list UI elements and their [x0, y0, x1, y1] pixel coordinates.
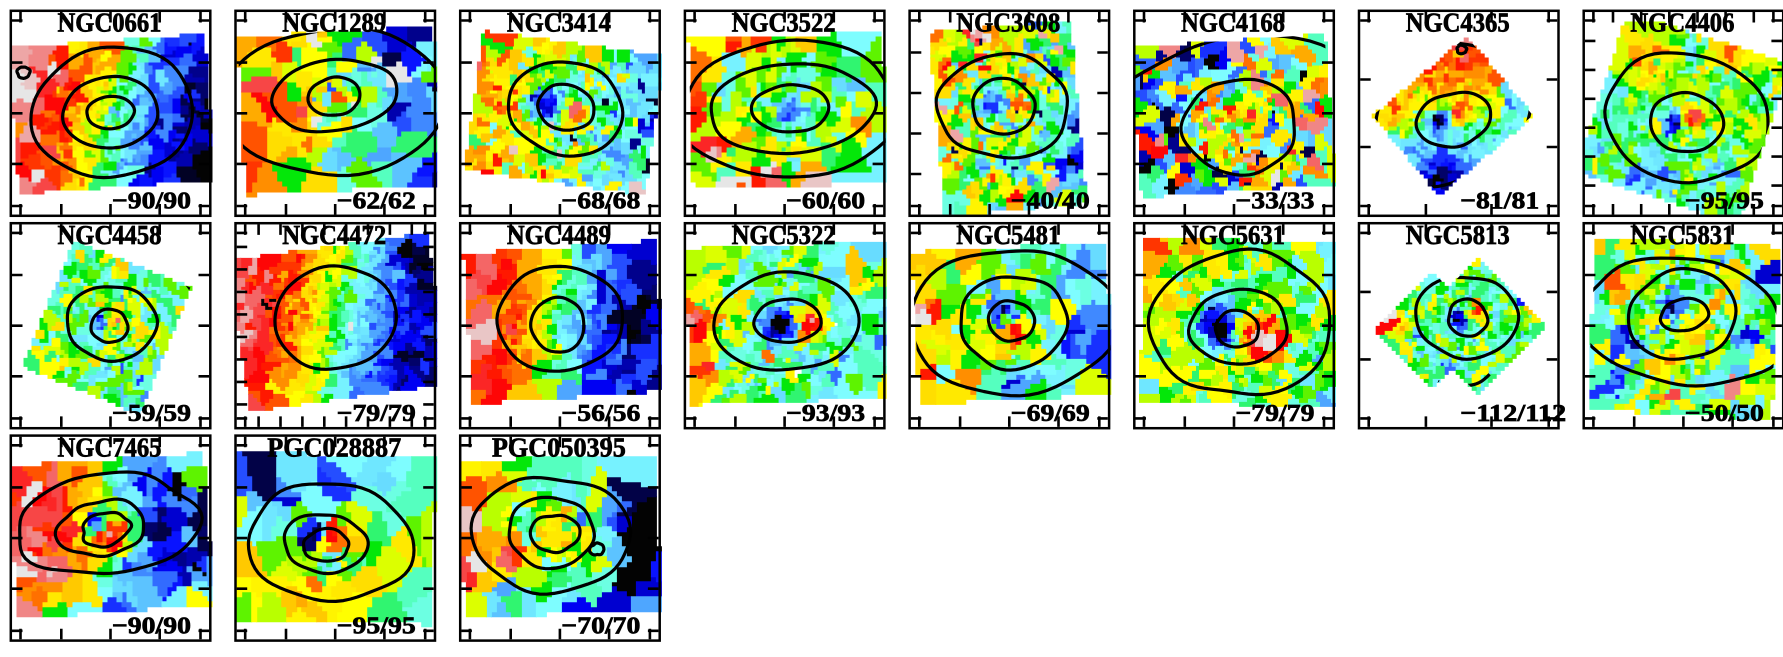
svg-text:−81/81: −81/81: [1460, 188, 1539, 215]
svg-text:NGC4168: NGC4168: [1181, 7, 1285, 38]
svg-text:PGC028887: PGC028887: [267, 431, 401, 462]
svg-text:NGC5813: NGC5813: [1406, 219, 1510, 250]
svg-text:NGC5831: NGC5831: [1630, 219, 1734, 250]
svg-text:−59/59: −59/59: [112, 400, 191, 427]
svg-text:NGC4406: NGC4406: [1630, 7, 1734, 38]
svg-text:NGC4472: NGC4472: [282, 219, 386, 250]
svg-text:−60/60: −60/60: [786, 188, 865, 215]
svg-text:−79/79: −79/79: [337, 400, 416, 427]
svg-text:−33/33: −33/33: [1236, 188, 1315, 215]
svg-text:−40/40: −40/40: [1011, 188, 1090, 215]
svg-text:−62/62: −62/62: [337, 188, 416, 215]
svg-text:−95/95: −95/95: [337, 612, 416, 639]
svg-text:NGC5481: NGC5481: [956, 219, 1060, 250]
svg-text:NGC4489: NGC4489: [507, 219, 611, 250]
svg-text:−50/50: −50/50: [1685, 400, 1764, 427]
svg-text:−95/95: −95/95: [1685, 188, 1764, 215]
svg-text:NGC3414: NGC3414: [507, 7, 611, 38]
svg-text:−68/68: −68/68: [561, 188, 640, 215]
svg-text:NGC4365: NGC4365: [1406, 7, 1510, 38]
svg-text:NGC5322: NGC5322: [732, 219, 836, 250]
svg-text:NGC7465: NGC7465: [58, 431, 162, 462]
svg-text:NGC0661: NGC0661: [58, 7, 162, 38]
svg-text:−69/69: −69/69: [1011, 400, 1090, 427]
svg-text:NGC4458: NGC4458: [58, 219, 162, 250]
svg-text:NGC3608: NGC3608: [956, 7, 1060, 38]
svg-text:PGC050395: PGC050395: [492, 431, 626, 462]
svg-text:−79/79: −79/79: [1236, 400, 1315, 427]
svg-text:−70/70: −70/70: [561, 612, 640, 639]
svg-text:−56/56: −56/56: [561, 400, 640, 427]
svg-text:NGC3522: NGC3522: [732, 7, 836, 38]
svg-text:−90/90: −90/90: [112, 612, 191, 639]
svg-text:NGC1289: NGC1289: [282, 7, 386, 38]
svg-text:−112/112: −112/112: [1460, 400, 1566, 427]
svg-text:−93/93: −93/93: [786, 400, 865, 427]
svg-text:−90/90: −90/90: [112, 188, 191, 215]
svg-text:NGC5631: NGC5631: [1181, 219, 1285, 250]
